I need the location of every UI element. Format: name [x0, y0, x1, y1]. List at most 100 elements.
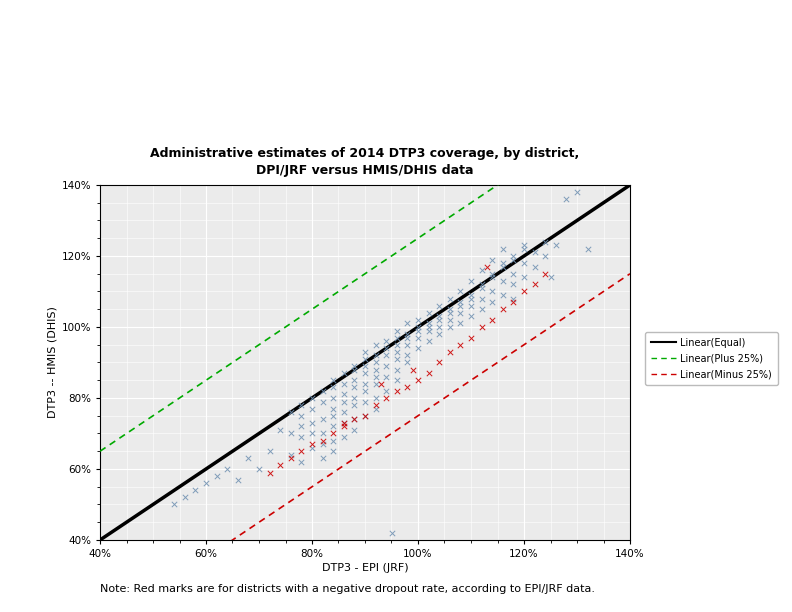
Point — [337, 422, 350, 431]
Point — [412, 333, 425, 343]
Point — [337, 408, 350, 417]
Point — [348, 382, 360, 392]
Point — [306, 428, 318, 438]
Point — [316, 428, 329, 438]
Point — [465, 294, 478, 304]
Point — [539, 269, 551, 278]
Point — [337, 397, 350, 406]
Point — [295, 422, 308, 431]
Point — [539, 251, 551, 261]
Point — [348, 365, 360, 375]
Point — [369, 372, 382, 382]
Point — [348, 375, 360, 385]
Point — [359, 368, 371, 378]
Point — [359, 411, 371, 420]
Point — [444, 308, 456, 318]
Point — [485, 286, 498, 296]
Point — [544, 272, 557, 282]
Point — [497, 290, 509, 300]
Point — [390, 340, 403, 349]
Point — [369, 340, 382, 349]
Point — [475, 283, 488, 293]
Point — [253, 464, 265, 474]
Point — [221, 464, 234, 474]
Point — [369, 351, 382, 360]
Point — [454, 308, 466, 318]
Point — [380, 351, 393, 360]
Point — [337, 418, 350, 428]
Point — [485, 315, 498, 325]
Point — [284, 450, 297, 460]
Point — [295, 446, 308, 456]
Point — [327, 436, 340, 446]
Point — [433, 322, 446, 332]
Point — [274, 425, 287, 435]
Point — [571, 187, 584, 197]
Point — [189, 485, 202, 495]
Point — [507, 255, 520, 264]
Point — [316, 436, 329, 446]
Point — [348, 400, 360, 410]
Point — [359, 386, 371, 396]
Point — [306, 439, 318, 449]
Point — [518, 241, 531, 250]
Point — [337, 390, 350, 400]
Point — [295, 432, 308, 442]
Point — [433, 301, 446, 311]
Point — [465, 301, 478, 311]
X-axis label: DTP3 - EPI (JRF): DTP3 - EPI (JRF) — [322, 563, 409, 573]
Point — [369, 393, 382, 403]
Point — [475, 294, 488, 304]
Point — [327, 375, 340, 385]
Point — [485, 272, 498, 282]
Point — [359, 379, 371, 389]
Point — [284, 453, 297, 463]
Point — [485, 297, 498, 307]
Point — [359, 397, 371, 406]
Point — [390, 354, 403, 364]
Point — [327, 428, 340, 438]
Point — [475, 280, 488, 289]
Point — [528, 262, 541, 272]
Text: Note: Red marks are for districts with a negative dropout rate, according to EPI: Note: Red marks are for districts with a… — [100, 584, 595, 594]
Point — [444, 294, 456, 304]
Point — [380, 343, 393, 353]
Point — [401, 329, 413, 339]
Point — [507, 269, 520, 278]
Point — [390, 333, 403, 343]
Point — [327, 393, 340, 403]
Point — [306, 404, 318, 414]
Point — [444, 347, 456, 357]
Point — [390, 326, 403, 335]
Point — [497, 258, 509, 268]
Point — [528, 247, 541, 257]
Point — [475, 322, 488, 332]
Point — [348, 425, 360, 435]
Point — [380, 372, 393, 382]
Point — [274, 461, 287, 471]
Point — [518, 286, 531, 296]
Point — [390, 386, 403, 396]
Point — [550, 241, 562, 250]
Point — [497, 262, 509, 272]
Point — [422, 308, 435, 318]
Point — [433, 312, 446, 321]
Point — [444, 304, 456, 314]
Point — [327, 382, 340, 392]
Point — [422, 319, 435, 329]
Point — [507, 294, 520, 304]
Point — [401, 340, 413, 349]
Point — [507, 297, 520, 307]
Point — [316, 386, 329, 396]
Point — [485, 255, 498, 264]
Point — [359, 411, 371, 420]
Point — [539, 237, 551, 247]
Point — [465, 312, 478, 321]
Point — [369, 365, 382, 375]
Point — [401, 357, 413, 367]
Point — [263, 468, 276, 477]
Legend: Linear(Equal), Linear(Plus 25%), Linear(Minus 25%): Linear(Equal), Linear(Plus 25%), Linear(… — [645, 332, 778, 385]
Point — [401, 319, 413, 329]
Point — [375, 379, 387, 389]
Point — [485, 269, 498, 278]
